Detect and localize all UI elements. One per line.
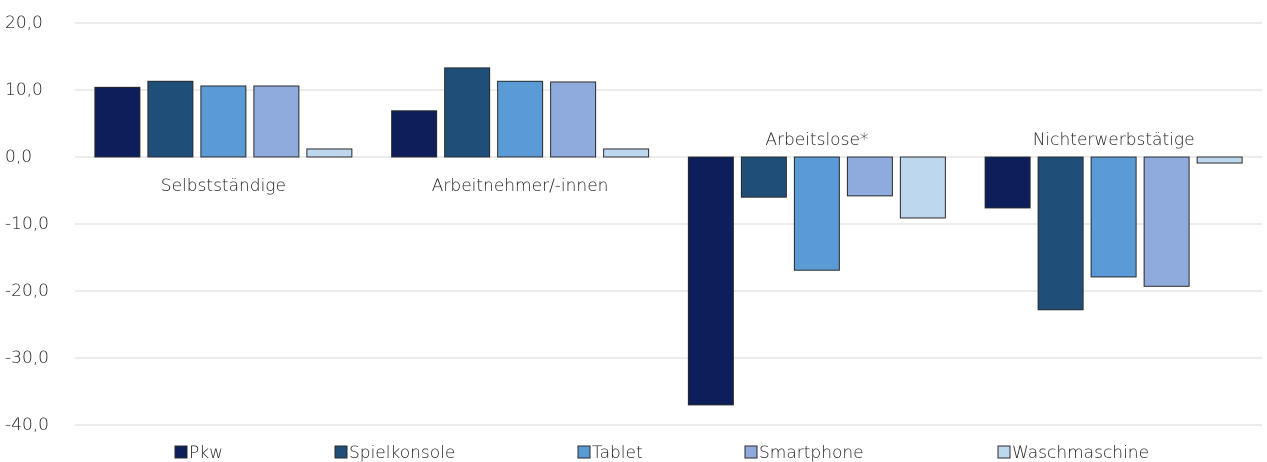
legend-label: Smartphone bbox=[759, 443, 864, 462]
bar bbox=[497, 80, 544, 158]
bar bbox=[1143, 156, 1190, 287]
category-label: Nichterwerbstätige bbox=[1033, 130, 1195, 150]
bar bbox=[306, 148, 353, 158]
legend-label: Pkw bbox=[189, 443, 223, 462]
bar bbox=[603, 148, 650, 158]
bar bbox=[94, 86, 141, 158]
bar bbox=[899, 156, 946, 219]
legend-label: Spielkonsole bbox=[349, 443, 455, 462]
bar bbox=[846, 156, 893, 197]
bar bbox=[687, 156, 734, 406]
category-label: Arbeitnehmer/-innen bbox=[432, 176, 609, 196]
legend-swatch bbox=[334, 445, 348, 459]
bar bbox=[444, 67, 491, 158]
bar bbox=[1037, 156, 1084, 311]
bar bbox=[740, 156, 787, 198]
bar bbox=[391, 110, 438, 158]
legend-swatch bbox=[174, 445, 188, 459]
bar bbox=[793, 156, 840, 271]
legend-swatch bbox=[577, 445, 591, 459]
y-tick-label: 20,0 bbox=[5, 13, 43, 33]
bar bbox=[200, 85, 247, 158]
bar bbox=[984, 156, 1031, 209]
y-tick-label: -30,0 bbox=[5, 348, 49, 368]
bar bbox=[1090, 156, 1137, 278]
category-label: Selbstständige bbox=[161, 176, 286, 196]
y-tick-label: -10,0 bbox=[5, 214, 49, 234]
y-tick-label: -40,0 bbox=[5, 415, 49, 435]
legend-swatch bbox=[744, 445, 758, 459]
category-label: Arbeitslose* bbox=[765, 130, 868, 150]
bar bbox=[253, 85, 300, 158]
legend-label: Waschmaschine bbox=[1012, 443, 1149, 462]
bar bbox=[147, 80, 194, 158]
y-tick-label: -20,0 bbox=[5, 281, 49, 301]
y-tick-label: 10,0 bbox=[5, 80, 43, 100]
bar bbox=[550, 81, 597, 158]
bar bbox=[1196, 156, 1243, 164]
legend-label: Tablet bbox=[592, 443, 643, 462]
legend-swatch bbox=[997, 445, 1011, 459]
y-tick-label: 0,0 bbox=[5, 147, 32, 167]
